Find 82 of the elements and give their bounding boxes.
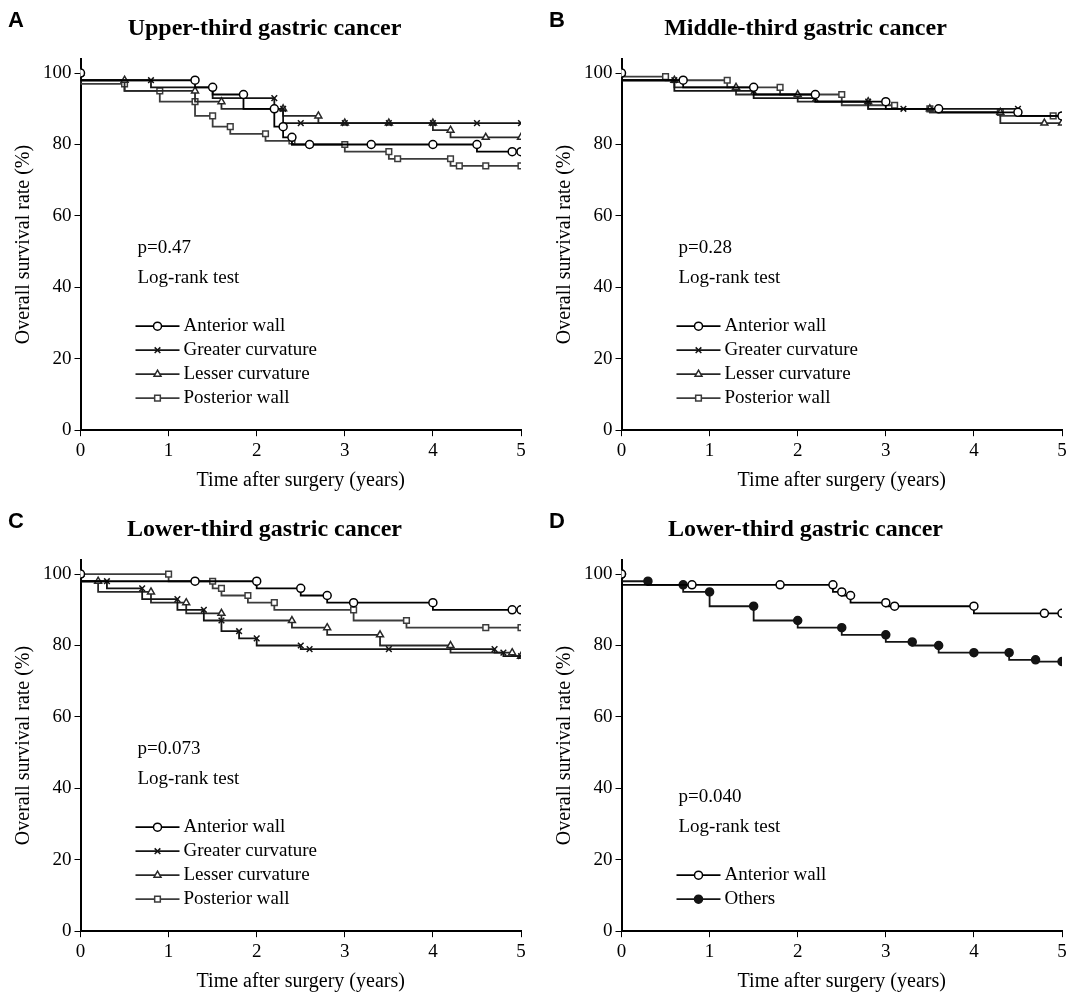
y-tick-label: 0 (603, 418, 613, 440)
legend-label: Posterior wall (183, 386, 290, 408)
x-tick-label: 3 (340, 939, 350, 961)
y-tick-label: 80 (593, 132, 613, 154)
legend-label: Greater curvature (183, 839, 317, 861)
y-tick-label: 0 (603, 919, 613, 941)
chart-title: Lower-third gastric cancer (126, 514, 403, 541)
y-tick-label: 20 (593, 847, 613, 869)
y-tick-label: 60 (593, 704, 613, 726)
annotation: p=0.040 (678, 785, 742, 807)
x-tick-label: 1 (163, 939, 174, 961)
legend-label: Anterior wall (183, 815, 286, 837)
y-tick-label: 20 (52, 346, 72, 368)
x-axis-title: Time after surgery (years) (737, 468, 946, 492)
y-tick-label: 100 (584, 61, 613, 83)
y-axis-title: Overall survival rate (%) (11, 144, 35, 345)
x-tick-label: 3 (881, 438, 891, 460)
text: A (8, 7, 24, 33)
x-tick-label: 1 (704, 939, 715, 961)
legend-label: Greater curvature (724, 338, 858, 360)
x-tick-label: 5 (1057, 939, 1067, 961)
chart-title: Middle-third gastric cancer (664, 13, 948, 40)
x-tick-label: 5 (1057, 438, 1067, 460)
y-tick-label: 60 (52, 704, 72, 726)
y-axis-title: Overall survival rate (%) (552, 144, 576, 345)
text: C (8, 508, 24, 534)
legend-label: Posterior wall (183, 887, 290, 909)
y-tick-label: 80 (52, 132, 72, 154)
y-tick-label: 60 (593, 203, 613, 225)
x-tick-label: 2 (792, 438, 803, 460)
y-tick-label: 60 (52, 203, 72, 225)
x-tick-label: 4 (428, 939, 439, 961)
legend-label: Others (724, 887, 776, 909)
x-tick-label: 3 (340, 438, 350, 460)
x-tick-label: 4 (969, 939, 980, 961)
x-tick-label: 1 (704, 438, 715, 460)
y-tick-label: 0 (62, 418, 72, 440)
legend-label: Anterior wall (183, 314, 286, 336)
x-tick-label: 4 (428, 438, 439, 460)
x-tick-label: 5 (516, 438, 526, 460)
y-tick-label: 40 (52, 776, 72, 798)
chart-title: Upper-third gastric cancer (127, 13, 402, 40)
x-tick-label: 1 (163, 438, 174, 460)
legend-label: Lesser curvature (183, 863, 310, 885)
annotation: p=0.47 (137, 236, 191, 258)
y-tick-label: 40 (52, 275, 72, 297)
y-tick-label: 20 (593, 346, 613, 368)
y-tick-label: 100 (43, 562, 72, 584)
legend-label: Posterior wall (724, 386, 831, 408)
x-tick-label: 2 (792, 939, 803, 961)
x-tick-label: 2 (251, 438, 262, 460)
x-tick-label: 2 (251, 939, 262, 961)
x-axis-title: Time after surgery (years) (737, 969, 946, 993)
x-tick-label: 3 (881, 939, 891, 961)
chart-title: Lower-third gastric cancer (667, 514, 944, 541)
legend-label: Lesser curvature (183, 362, 310, 384)
y-tick-label: 80 (593, 633, 613, 655)
legend-label: Anterior wall (724, 863, 827, 885)
y-tick-label: 80 (52, 633, 72, 655)
text: B (549, 7, 565, 33)
y-tick-label: 40 (593, 776, 613, 798)
y-tick-label: 20 (52, 847, 72, 869)
y-tick-label: 40 (593, 275, 613, 297)
legend-label: Anterior wall (724, 314, 827, 336)
annotation: p=0.28 (678, 236, 732, 258)
y-tick-label: 0 (62, 919, 72, 941)
x-tick-label: 4 (969, 438, 980, 460)
y-tick-label: 100 (43, 61, 72, 83)
text: D (549, 508, 565, 534)
x-axis-title: Time after surgery (years) (196, 468, 405, 492)
annotation: Log-rank test (137, 266, 241, 288)
legend-label: Lesser curvature (724, 362, 851, 384)
x-axis-title: Time after surgery (years) (196, 969, 405, 993)
y-tick-label: 100 (584, 562, 613, 584)
y-axis-title: Overall survival rate (%) (552, 645, 576, 846)
y-axis-title: Overall survival rate (%) (11, 645, 35, 846)
legend-label: Greater curvature (183, 338, 317, 360)
annotation: Log-rank test (137, 767, 241, 789)
x-tick-label: 5 (516, 939, 526, 961)
annotation: Log-rank test (678, 266, 782, 288)
annotation: p=0.073 (137, 737, 201, 759)
annotation: Log-rank test (678, 815, 782, 837)
